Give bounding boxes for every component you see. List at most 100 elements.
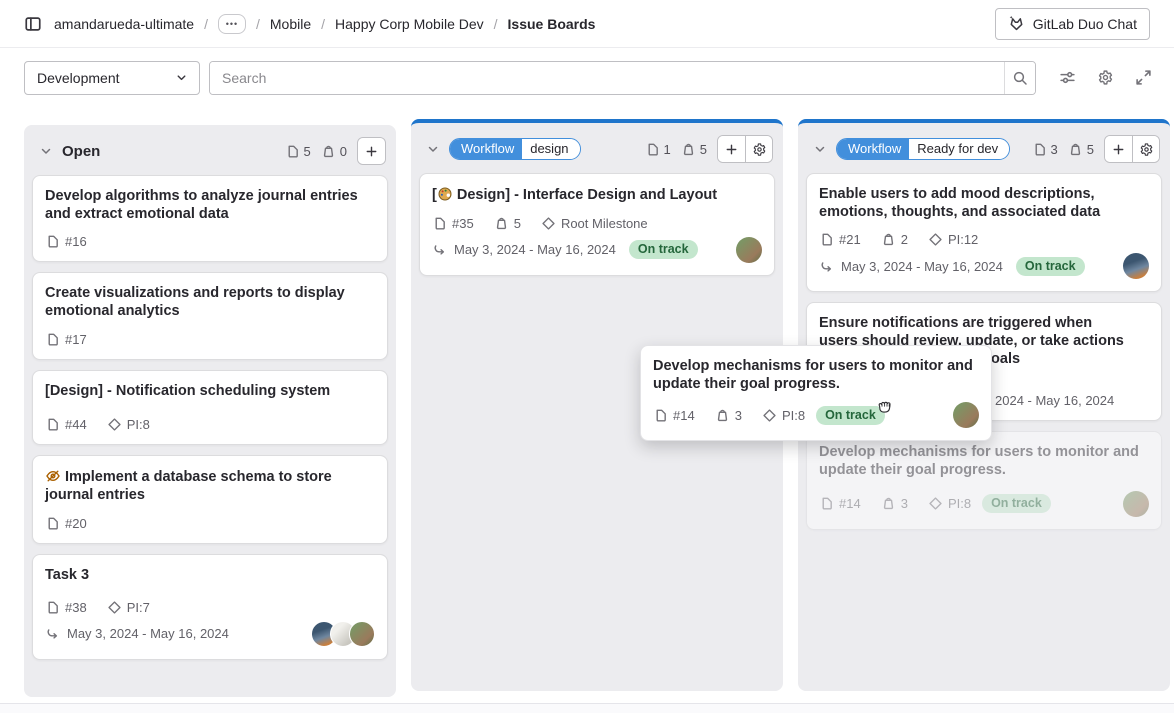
filter-bar-actions: [1059, 69, 1152, 86]
gear-icon: [753, 142, 765, 156]
health-status-badge: On track: [1015, 256, 1085, 276]
avatar[interactable]: [736, 236, 762, 263]
iteration-dates: May 3, 2024 - May 16, 2024: [67, 626, 229, 641]
chevron-down-icon: [815, 146, 825, 152]
add-issue-button[interactable]: [1105, 136, 1132, 162]
assignee-avatars: [311, 620, 375, 647]
iteration-dates-fragment: 2024 - May 16, 2024: [995, 393, 1115, 409]
breadcrumb-group[interactable]: Mobile: [269, 15, 312, 32]
card-meta: #38 PI:7: [45, 600, 375, 615]
breadcrumb-separator: /: [321, 15, 326, 32]
weight-icon: [717, 409, 727, 422]
issue-ref: #14: [839, 496, 861, 512]
search-button[interactable]: [1004, 61, 1035, 94]
fullscreen-button[interactable]: [1135, 69, 1152, 86]
iteration-icon: [47, 629, 58, 639]
sliders-icon: [1060, 71, 1075, 84]
milestone-label: PI:7: [126, 599, 150, 615]
issue-card[interactable]: Create visualizations and reports to dis…: [32, 272, 388, 360]
collapse-column-button[interactable]: [38, 143, 54, 159]
avatar: [1123, 490, 1149, 517]
iteration-dates: May 3, 2024 - May 16, 2024: [454, 242, 616, 258]
column-header: Open 5 0: [24, 125, 396, 173]
issue-icon: [288, 145, 298, 158]
column-card-list: [ Design] - Interface Design and Layout …: [411, 171, 783, 691]
issue-card[interactable]: Develop algorithms to analyze journal en…: [32, 175, 388, 263]
plus-icon: [1113, 144, 1124, 154]
issue-ref: #35: [452, 215, 474, 231]
scoped-label-key: Workflow: [450, 139, 523, 159]
issue-icon: [648, 143, 658, 156]
issue-card[interactable]: Enable users to add mood descriptions, e…: [806, 173, 1162, 293]
board-filters-button[interactable]: [1059, 69, 1076, 86]
breadcrumb-current-page: Issue Boards: [507, 15, 596, 32]
breadcrumb-subgroup[interactable]: Happy Corp Mobile Dev: [335, 15, 484, 32]
avatar: [953, 402, 979, 429]
scoped-label[interactable]: Workflow Ready for dev: [836, 138, 1011, 160]
card-title: [ Design] - Interface Design and Layout: [432, 187, 718, 203]
board-column-open: Open 5 0 Develop algorithms t: [24, 125, 396, 697]
sidebar-toggle-button[interactable]: [24, 15, 42, 33]
weight-value: 5: [513, 215, 521, 231]
health-status-badge: On track: [982, 494, 1051, 514]
milestone-icon: [542, 217, 555, 230]
health-status-badge: On track: [816, 405, 885, 425]
add-issue-button[interactable]: [358, 138, 385, 164]
card-title: Develop mechanisms for users to monitor …: [819, 444, 1139, 479]
milestone-icon: [929, 497, 942, 510]
list-settings-button[interactable]: [745, 136, 772, 162]
top-bar: amandarueda-ultimate / ••• / Mobile / Ha…: [0, 0, 1174, 48]
issue-card[interactable]: Task 3 #38 PI:7 May 3, 2024 - May 16, 20…: [32, 553, 388, 660]
gear-icon: [1098, 70, 1113, 85]
gitlab-duo-chat-button[interactable]: GitLab Duo Chat: [994, 7, 1150, 40]
chevron-down-icon: [41, 148, 51, 154]
issue-card[interactable]: [Design] - Notification scheduling syste…: [32, 369, 388, 446]
weight-icon: [683, 143, 693, 155]
card-meta: #14 3 PI:8 On track: [653, 402, 979, 429]
avatar[interactable]: [349, 620, 375, 647]
issue-card-drag-placeholder: Develop mechanisms for users to monitor …: [806, 431, 1162, 530]
issue-icon: [48, 236, 58, 248]
board-settings-button[interactable]: [1097, 69, 1114, 86]
milestone-icon: [929, 233, 942, 247]
palette-emoji-icon: [438, 187, 452, 201]
list-settings-button[interactable]: [1132, 136, 1159, 162]
weight-value: 3: [900, 496, 908, 512]
breadcrumb-project[interactable]: amandarueda-ultimate: [54, 15, 195, 32]
weight-count: 5: [681, 142, 707, 157]
milestone-icon: [763, 409, 776, 422]
issue-icon: [1035, 143, 1045, 156]
gear-icon: [1140, 142, 1152, 156]
add-issue-button[interactable]: [718, 136, 745, 162]
dragged-issue-card[interactable]: Develop mechanisms for users to monitor …: [640, 345, 992, 442]
scoped-label[interactable]: Workflow design: [449, 138, 581, 160]
issue-card[interactable]: [ Design] - Interface Design and Layout …: [419, 173, 775, 276]
issue-icon: [48, 601, 58, 614]
issue-ref: #44: [65, 417, 87, 433]
board-switcher-value: Development: [37, 69, 120, 86]
card-meta: #14 3 PI:8 On track: [819, 490, 1149, 517]
issue-ref: #17: [65, 331, 87, 347]
collapse-column-button[interactable]: [425, 141, 441, 157]
issue-card[interactable]: Implement a database schema to store jou…: [32, 455, 388, 544]
search-input[interactable]: [210, 61, 1004, 94]
iteration-icon: [821, 262, 832, 272]
milestone-label: Root Milestone: [560, 215, 648, 231]
expand-icon: [1136, 70, 1151, 85]
weight-icon: [1070, 143, 1080, 155]
board-switcher-select[interactable]: Development: [24, 60, 200, 95]
iteration-dates: May 3, 2024 - May 16, 2024: [841, 258, 1003, 274]
card-title: Develop algorithms to analyze journal en…: [45, 188, 358, 222]
issue-ref: #20: [65, 515, 87, 531]
card-title: Implement a database schema to store jou…: [45, 469, 332, 504]
card-meta: #21 2 PI:12: [819, 232, 1149, 247]
issue-icon: [822, 497, 832, 510]
avatar[interactable]: [1123, 253, 1149, 280]
breadcrumb-separator: /: [493, 15, 498, 32]
collapse-column-button[interactable]: [812, 141, 828, 157]
card-dates-row: May 3, 2024 - May 16, 2024: [45, 620, 375, 647]
issue-icon: [48, 517, 58, 530]
breadcrumb-ellipsis-button[interactable]: •••: [217, 13, 246, 34]
issue-count: 3: [1032, 142, 1058, 157]
column-header: Workflow Ready for dev 3 5: [798, 123, 1170, 171]
